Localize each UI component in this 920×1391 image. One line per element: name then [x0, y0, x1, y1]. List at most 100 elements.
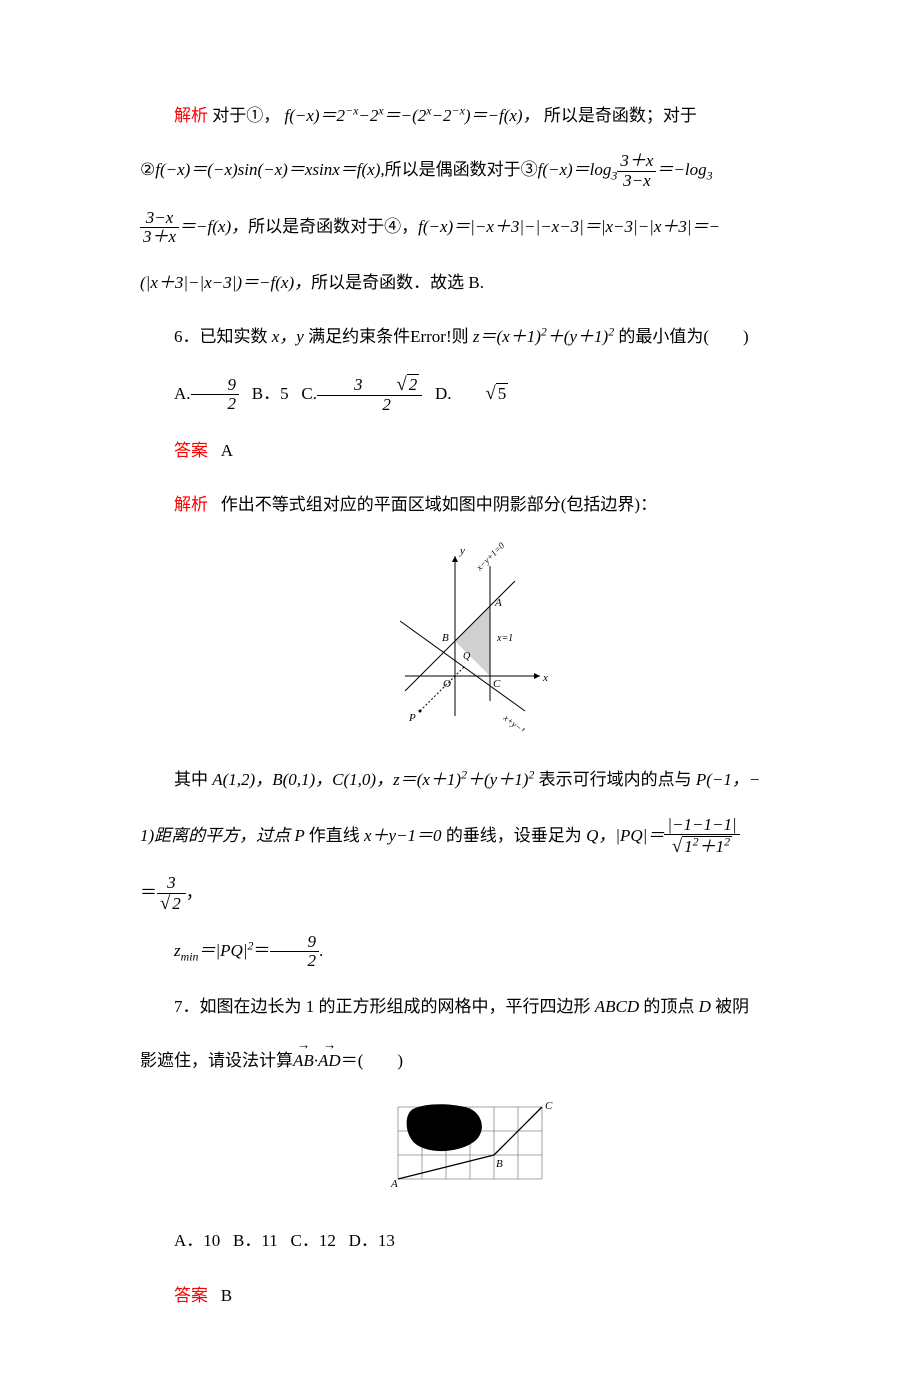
q7-vec-ab: AB [293, 1042, 314, 1079]
q6-sol-a: 其中 [174, 770, 212, 789]
p5-tail: 所以是奇函数；对于 [544, 106, 697, 125]
svg-text:A: A [494, 597, 502, 609]
q6-zmin-b: ＝|PQ| [198, 941, 247, 960]
q6-optA-num: 9 [191, 376, 240, 396]
q6-sol-i: x＋y−1＝0 [364, 825, 446, 844]
q6-eq-num: 3 [157, 874, 186, 894]
q6-pq-frac: |−1−1−1|12＋12 [664, 816, 739, 858]
q6-zmin-tail: . [319, 941, 323, 960]
q6-sa: 6．已知实数 [174, 327, 272, 346]
q6-sol-j: 的垂线，设垂足为 [446, 825, 586, 844]
q7-vec-ad: AD [318, 1042, 341, 1079]
q6-eq-den: 2 [157, 894, 186, 915]
q7-sb: ABCD [595, 997, 644, 1016]
q6-sol-4: zmin＝|PQ|2＝92. [140, 932, 800, 971]
svg-text:B: B [496, 1158, 503, 1170]
p5-line2: ②f(−x)＝(−x)sin(−x)＝xsinx＝f(x),所以是偶函数对于③f… [140, 151, 800, 190]
p5-f1d: −2 [432, 106, 452, 125]
q6-sol-c: ＋(y＋1) [467, 770, 528, 789]
frac2-num: 3−x [140, 209, 179, 229]
page-content: 解析 对于①， f(−x)＝2−x−2x＝−(2x−2−x)＝−f(x)， 所以… [0, 0, 920, 1391]
svg-text:C: C [493, 678, 501, 690]
jiexi-label-2: 解析 [174, 495, 208, 514]
q6-pq-s2: 2 [724, 834, 730, 848]
p5-l2a: ② [140, 160, 155, 179]
q6-zmin-den: 2 [270, 952, 319, 971]
q7-stem-2: 影遮住，请设法计算AB·AD＝( ) [140, 1042, 800, 1079]
q6-optA-frac: 92 [191, 376, 240, 414]
q6-optC-sqrt: 2 [362, 375, 419, 396]
q6-answer-line: 答案 A [140, 432, 800, 469]
q6-sol-e: P(−1，− [696, 770, 761, 789]
svg-text:B: B [442, 632, 449, 644]
q6-answer: A [221, 441, 233, 460]
p5-l2c: 所以是偶函数对于③ [385, 160, 538, 179]
q6-jiexi-text: 作出不等式组对应的平面区域如图中阴影部分(包括边界)： [221, 495, 657, 514]
q6-sol-3: ＝32， [140, 874, 800, 914]
q7-optD: D．13 [349, 1231, 395, 1250]
q7-optC: C．12 [291, 1231, 336, 1250]
p5-t1: 对于①， [212, 106, 280, 125]
p5-exp1: −x [345, 103, 358, 117]
q6-optC-rad: 2 [407, 374, 420, 394]
q6-sg: 的最小值为( ) [614, 327, 749, 346]
p5-l4a: (|x＋3|−|x−3|)＝−f(x)， [140, 273, 311, 292]
q6-eq-sqrt: 2 [160, 894, 183, 915]
q6-optA-den: 2 [191, 395, 240, 414]
p5-l3a: ＝−f(x)， [179, 217, 248, 236]
q6-sol-h: 作直线 [309, 825, 364, 844]
q6-pq-d2: ＋1 [699, 837, 725, 856]
q7-answer-line: 答案 B [140, 1277, 800, 1314]
p5-frac1: 3＋x3−x [617, 152, 656, 190]
q6-sol-1: 其中 A(1,2)，B(0,1)，C(1,0)，z＝(x＋1)2＋(y＋1)2 … [140, 761, 800, 798]
q7-sg: ＝( ) [341, 1051, 403, 1070]
svg-text:A: A [390, 1178, 398, 1190]
q7-options: A．10 B．11 C．12 D．13 [140, 1222, 800, 1259]
q6-optC-num: 32 [317, 375, 422, 397]
q7-sc: 的顶点 [643, 997, 698, 1016]
svg-text:Q: Q [463, 651, 471, 662]
q6-eq-frac: 32 [157, 874, 186, 914]
q6-zmin-num: 9 [270, 933, 319, 953]
q6-diagram-wrap: y x A B C O Q P x=1 x−y+1=0 x+y−1=0 [140, 541, 800, 744]
daan-label: 答案 [174, 441, 208, 460]
q6-sb: x，y [272, 327, 308, 346]
q7-optA: A．10 [174, 1231, 220, 1250]
q6-eq-rad: 2 [170, 893, 183, 913]
p5-l4b: 所以是奇函数．故选 B. [311, 273, 484, 292]
p5-l2b: f(−x)＝(−x)sin(−x)＝xsinx＝f(x), [155, 160, 384, 179]
q6-eq-tail: ， [186, 883, 203, 902]
p5-f1e: )＝−f(x)， [465, 106, 540, 125]
q6-zmin-c: ＝ [253, 941, 270, 960]
q6-optD-rad: 5 [496, 383, 509, 403]
q6-zmin-frac: 92 [270, 933, 319, 971]
q6-optC-frac: 322 [317, 375, 422, 415]
q6-sc: 满足约束条件 [308, 327, 410, 346]
q6-sol-b: A(1,2)，B(0,1)，C(1,0)，z＝(x＋1) [212, 770, 461, 789]
svg-text:x=1: x=1 [496, 633, 513, 644]
q6-diagram: y x A B C O Q P x=1 x−y+1=0 x+y−1=0 [385, 541, 555, 731]
q6-zmin-a: z [174, 941, 181, 960]
q6-sol-k: Q，|PQ|＝ [586, 825, 664, 844]
q6-optB: B．5 [252, 384, 289, 403]
q6-optD-label: D. [435, 384, 452, 403]
svg-text:P: P [408, 712, 416, 724]
p5-l2e: ＝−log [656, 160, 706, 179]
q7-sa: 7．如图在边长为 1 的正方形组成的网格中，平行四边形 [174, 997, 595, 1016]
q6-pq-rad: 12＋12 [682, 836, 732, 856]
q6-options: A.92 B．5 C.322 D.5 [140, 373, 800, 415]
svg-text:C: C [545, 1100, 553, 1112]
q6-se: z＝(x＋1) [473, 327, 541, 346]
q6-sol-g: P [294, 825, 308, 844]
p5-l2sub2: 3 [707, 169, 713, 183]
frac1-den: 3−x [617, 172, 656, 191]
p5-f1c: ＝−(2 [384, 106, 427, 125]
svg-text:O: O [443, 678, 451, 690]
p5-l3c: f(−x)＝|−x＋3|−|−x−3|＝|x−3|−|x＋3|＝− [418, 217, 720, 236]
p5-l3b: 所以是奇函数对于④， [248, 217, 418, 236]
p5-jiexi-line1: 解析 对于①， f(−x)＝2−x−2x＝−(2x−2−x)＝−f(x)， 所以… [140, 97, 800, 134]
q7-stem-1: 7．如图在边长为 1 的正方形组成的网格中，平行四边形 ABCD 的顶点 D 被… [140, 988, 800, 1025]
frac2-den: 3＋x [140, 228, 179, 247]
q6-pq-num: |−1−1−1| [664, 816, 739, 836]
q6-sol-d: 表示可行域内的点与 [534, 770, 696, 789]
